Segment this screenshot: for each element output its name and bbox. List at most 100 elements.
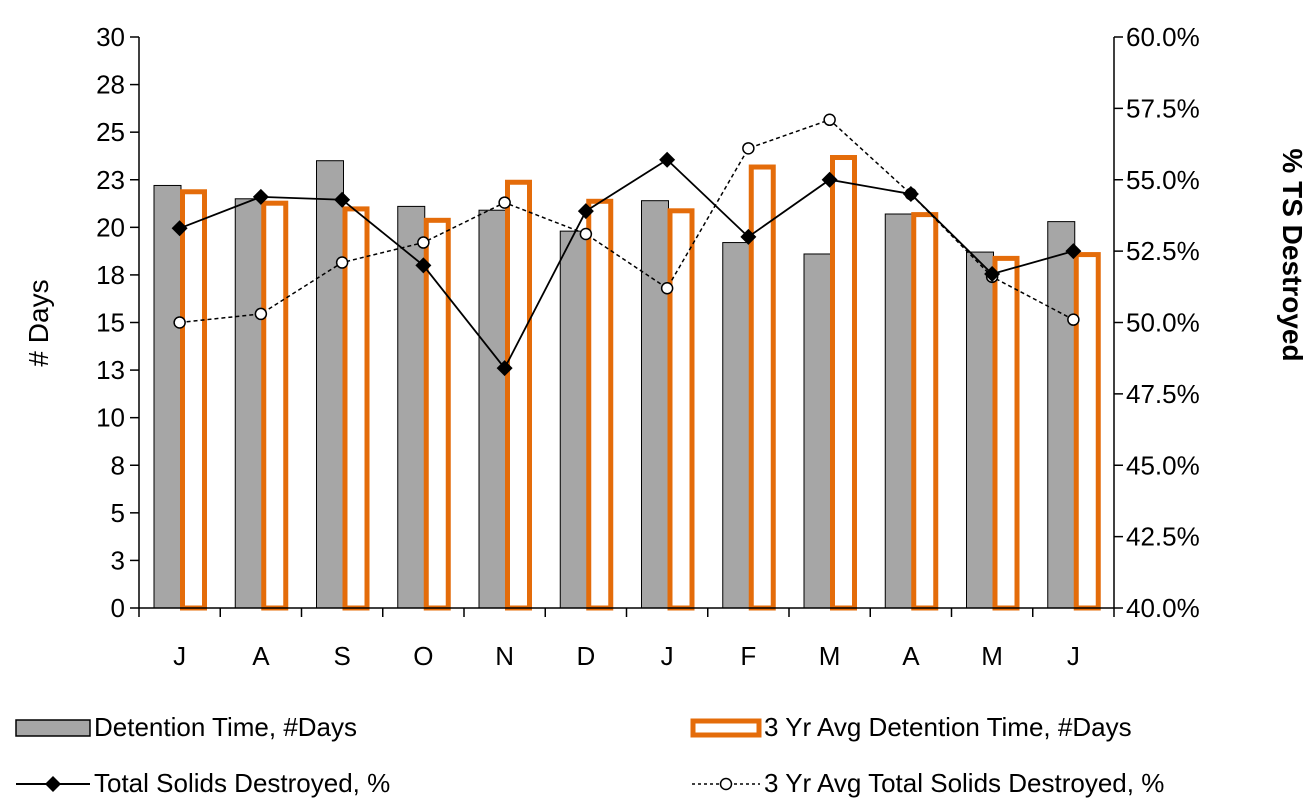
point-total-solids [496,360,513,377]
bar-detention-time [722,242,751,609]
bar-detention-time [234,198,263,609]
bar-detention-time [559,230,588,609]
line-3yr-total-solids [179,118,1074,324]
left-tick-label: 15 [96,308,125,338]
legend-item-total-solids: Total Solids Destroyed, % [14,768,390,799]
point-3yr-total-solids [254,307,268,321]
point-3yr-total-solids [660,281,674,295]
x-tick-label: O [413,641,433,671]
x-tick-label: A [252,641,270,671]
chart: 0 3 5 8 10 13 15 18 20 23 25 28 30 40.0% 42.5% 45.0% 47.… [23,22,1306,671]
right-tick-label: 60.0% [1126,22,1200,52]
point-3yr-total-solids [335,256,349,269]
point-3yr-total-solids [498,196,511,209]
legend: Detention Time, #Days 3 Yr Avg Detention… [0,700,1306,811]
left-tick-label: 3 [111,545,125,575]
point-3yr-total-solids [742,142,755,155]
x-tick-label: M [981,641,1003,671]
bar-3yr-detention-time [342,206,370,611]
right-tick-label: 50.0% [1126,308,1200,338]
left-tick-label: 30 [96,22,125,52]
left-tick-label: 0 [111,593,125,623]
left-tick-label: 5 [111,498,125,528]
point-total-solids [902,186,919,203]
bar-3yr-detention-time [261,200,289,611]
labels-layer: 0 3 5 8 10 13 15 18 20 23 25 28 30 40.0% 42.5% 45.0% 47.… [96,22,1200,671]
right-axis-title: % TS Destroyed [1277,148,1306,361]
legend-swatch-gray-bar [15,718,91,737]
legend-item-3yr-detention-time: 3 Yr Avg Detention Time, #Days [690,712,1132,743]
x-tick-label: J [1067,641,1080,671]
bar-detention-time [397,205,426,609]
legend-swatch-circle-dashed-line [692,777,760,790]
bar-3yr-detention-time [423,217,451,611]
point-total-solids [415,257,432,274]
bar-detention-time [1047,221,1076,609]
left-tick-label: 28 [96,70,125,100]
left-tick-label: 13 [96,355,125,385]
x-tick-label: D [576,641,595,671]
left-tick-label: 23 [96,165,125,195]
right-tick-label: 40.0% [1126,593,1200,623]
x-tick-label: A [902,641,920,671]
bar-detention-time [316,160,344,609]
legend-swatch-orange-bar [690,718,762,737]
point-3yr-total-solids [823,113,836,127]
bar-3yr-detention-time [911,212,939,611]
x-tick-label: S [333,641,350,671]
legend-item-detention-time: Detention Time, #Days [14,712,357,743]
right-tick-label: 52.5% [1126,236,1200,266]
bar-detention-time [478,209,507,609]
line-total-solids [179,158,1074,370]
x-tick-label: N [495,641,514,671]
point-total-solids [659,151,676,168]
x-tick-label: M [819,641,841,671]
point-total-solids [252,188,269,205]
bar-3yr-detention-time [992,255,1020,611]
left-tick-label: 8 [111,450,125,480]
bar-detention-time [153,184,182,609]
x-tick-label: J [173,641,186,671]
axes-layer [130,36,1123,617]
right-tick-label: 57.5% [1126,93,1200,123]
left-tick-label: 20 [96,212,125,242]
right-tick-label: 45.0% [1126,450,1200,480]
x-tick-label: F [740,641,756,671]
point-total-solids [821,171,838,188]
bar-3yr-detention-time [586,198,614,611]
legend-label: 3 Yr Avg Total Solids Destroyed, % [764,768,1165,798]
point-total-solids [334,191,351,208]
point-total-solids [984,265,1001,282]
bar-detention-time [966,251,994,609]
point-3yr-total-solids [1067,313,1080,326]
point-total-solids [1065,243,1082,260]
point-3yr-total-solids [173,316,186,329]
left-axis-title: # Days [23,279,54,366]
legend-item-3yr-total-solids: 3 Yr Avg Total Solids Destroyed, % [690,768,1164,799]
point-3yr-total-solids [579,227,593,241]
bar-3yr-detention-time [180,189,207,611]
left-tick-label: 18 [96,260,125,290]
point-total-solids [171,220,188,237]
bar-3yr-detention-time [505,179,532,611]
bar-detention-time [884,213,913,609]
bar-3yr-detention-time [667,208,695,611]
legend-label: Detention Time, #Days [94,712,358,742]
bar-3yr-detention-time [1073,252,1101,611]
bar-detention-time [641,200,669,609]
right-tick-label: 47.5% [1126,379,1200,409]
point-3yr-total-solids [417,236,430,249]
legend-label: 3 Yr Avg Detention Time, #Days [764,712,1132,742]
point-total-solids [577,203,594,220]
right-tick-label: 55.0% [1126,165,1200,195]
x-tick-label: J [661,641,674,671]
legend-label: Total Solids Destroyed, % [94,768,391,798]
lines-layer [171,113,1082,377]
legend-swatch-diamond-line [16,775,90,792]
bar-detention-time [803,253,832,609]
bars-layer [153,155,1101,611]
left-tick-label: 10 [96,403,125,433]
right-tick-label: 42.5% [1126,522,1200,552]
bar-3yr-detention-time [830,155,857,611]
point-total-solids [740,228,757,245]
